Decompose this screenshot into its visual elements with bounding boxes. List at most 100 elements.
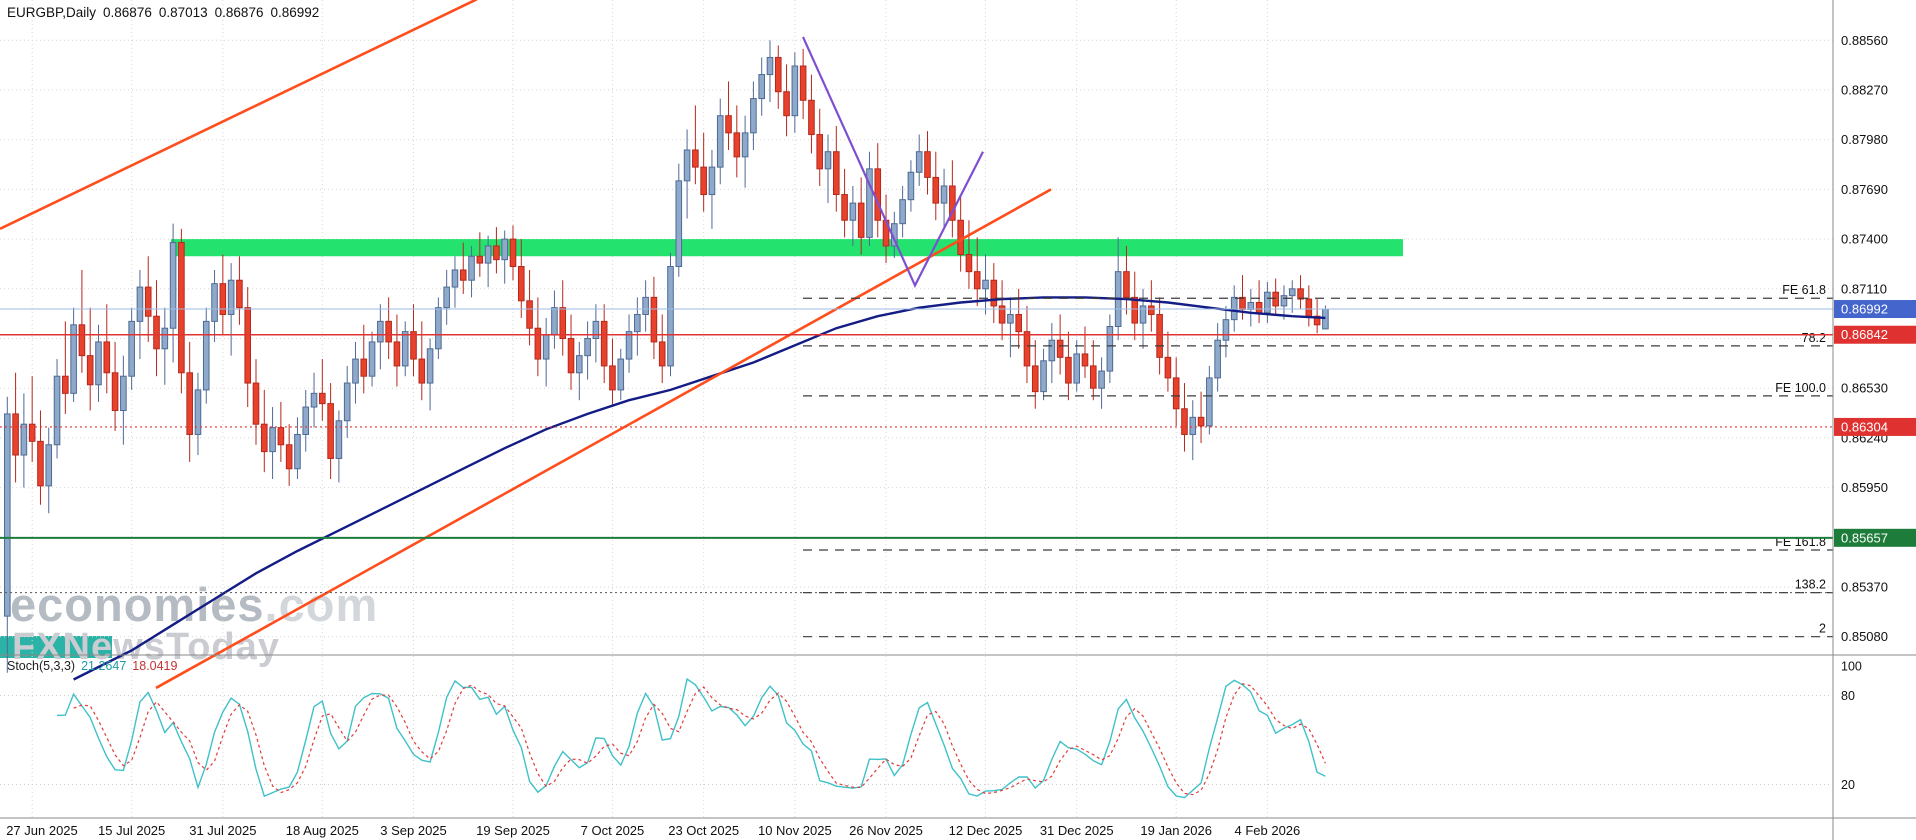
horizontal-lines[interactable] bbox=[0, 333, 1833, 594]
candle-down bbox=[949, 185, 956, 221]
resistance-zone[interactable] bbox=[171, 239, 1403, 257]
price-level-badge bbox=[1834, 417, 1916, 436]
date-tick-label: 7 Oct 2025 bbox=[581, 823, 645, 838]
candle-down bbox=[1131, 296, 1139, 324]
candle-up bbox=[849, 202, 857, 221]
candle-up bbox=[269, 427, 276, 453]
price-tick-label: 0.87690 bbox=[1841, 182, 1888, 197]
price-tick-label: 0.88560 bbox=[1841, 33, 1888, 48]
date-tick-label: 4 Feb 2026 bbox=[1234, 823, 1300, 838]
price-level-badge-text: 0.85657 bbox=[1841, 530, 1888, 545]
candle-up bbox=[443, 286, 450, 309]
date-tick-label: 10 Nov 2025 bbox=[758, 823, 832, 838]
candles-layer bbox=[4, 40, 1329, 673]
candle-up bbox=[227, 279, 235, 316]
candle-down bbox=[144, 286, 152, 317]
candle-down bbox=[874, 168, 882, 221]
price-tick-label: 0.88270 bbox=[1841, 83, 1888, 98]
candle-down bbox=[1164, 356, 1172, 379]
candle-down bbox=[1023, 331, 1031, 367]
candle-down bbox=[28, 423, 36, 442]
date-tick-label: 27 Jun 2025 bbox=[6, 823, 78, 838]
candle-up bbox=[426, 348, 434, 384]
candle-down bbox=[1272, 291, 1279, 307]
candle-down bbox=[360, 358, 368, 377]
candle-down bbox=[609, 365, 616, 391]
candle-up bbox=[484, 245, 492, 264]
candle-up bbox=[1040, 360, 1047, 393]
stochastic-pane: 100 80 20 bbox=[0, 660, 1862, 792]
candle-up bbox=[161, 327, 169, 350]
candle-down bbox=[783, 91, 790, 117]
candle-down bbox=[327, 403, 334, 459]
candle-up bbox=[1206, 377, 1213, 427]
candle-up bbox=[310, 392, 318, 408]
candle-down bbox=[1313, 315, 1321, 326]
stochastic-label: Stoch(5,3,3) 21.2647 18.0419 bbox=[7, 659, 177, 673]
candle-up bbox=[20, 423, 28, 456]
candle-up bbox=[435, 307, 442, 350]
candle-up bbox=[128, 320, 135, 377]
candle-down bbox=[1172, 377, 1180, 410]
candle-down bbox=[932, 176, 940, 204]
candle-up bbox=[551, 307, 558, 336]
price-level-badge-text: 0.86304 bbox=[1841, 419, 1888, 434]
candle-down bbox=[186, 372, 193, 435]
price-tick-label: 0.87110 bbox=[1841, 281, 1887, 296]
candle-down bbox=[1089, 365, 1097, 389]
candle-up bbox=[750, 98, 757, 134]
price-level-badge bbox=[1834, 325, 1916, 344]
date-tick-label: 3 Sep 2025 bbox=[380, 823, 447, 838]
quote-close: 0.86992 bbox=[270, 5, 320, 20]
price-gridlines bbox=[0, 39, 1833, 638]
candle-up bbox=[791, 65, 799, 117]
date-tick-label: 31 Jul 2025 bbox=[189, 823, 256, 838]
candle-up bbox=[1189, 416, 1197, 435]
candle-up bbox=[940, 185, 948, 204]
price-level-badge bbox=[1834, 300, 1916, 319]
candle-up bbox=[401, 331, 409, 367]
candle-up bbox=[45, 444, 53, 487]
candle-down bbox=[973, 271, 981, 290]
candle-down bbox=[418, 358, 426, 384]
moving-average-line bbox=[73, 296, 1326, 681]
stoch-level-label: 20 bbox=[1841, 778, 1855, 792]
candle-down bbox=[1255, 302, 1263, 314]
candle-down bbox=[1123, 271, 1130, 298]
fib-level-label: FE 100.0 bbox=[1775, 381, 1826, 395]
candle-down bbox=[841, 194, 848, 221]
trendline-upper[interactable] bbox=[0, 0, 478, 230]
candle-up bbox=[866, 168, 873, 238]
candle-up bbox=[625, 331, 633, 360]
candle-down bbox=[277, 427, 285, 446]
candle-up bbox=[1048, 339, 1056, 362]
candle-down bbox=[62, 375, 69, 394]
candle-down bbox=[78, 324, 86, 357]
candle-down bbox=[178, 242, 185, 374]
candle-up bbox=[169, 242, 177, 329]
candle-up bbox=[758, 74, 765, 100]
price-tick-label: 0.85950 bbox=[1841, 480, 1888, 495]
candle-down bbox=[103, 341, 111, 374]
candle-down bbox=[153, 315, 160, 350]
candle-down bbox=[1056, 339, 1064, 358]
stoch-k-line bbox=[56, 677, 1326, 799]
candle-down bbox=[244, 307, 252, 384]
watermark-accent-bar bbox=[0, 636, 112, 658]
price-tick-label: 0.87980 bbox=[1841, 132, 1888, 147]
date-axis-labels: 27 Jun 2025 15 Jul 2025 31 Jul 2025 18 Aug … bbox=[6, 823, 1300, 838]
candle-up bbox=[1214, 339, 1221, 379]
candle-up bbox=[617, 358, 625, 391]
date-tick-label: 19 Sep 2025 bbox=[476, 823, 550, 838]
trendline-lower[interactable] bbox=[155, 188, 1052, 690]
candle-up bbox=[899, 199, 906, 225]
zigzag-pattern-line[interactable] bbox=[801, 36, 984, 288]
candle-down bbox=[816, 134, 824, 170]
candle-down bbox=[1031, 365, 1039, 393]
candle-down bbox=[774, 56, 782, 93]
stoch-level-label: 100 bbox=[1841, 660, 1862, 674]
candle-down bbox=[1239, 296, 1246, 310]
candle-up bbox=[584, 338, 591, 357]
